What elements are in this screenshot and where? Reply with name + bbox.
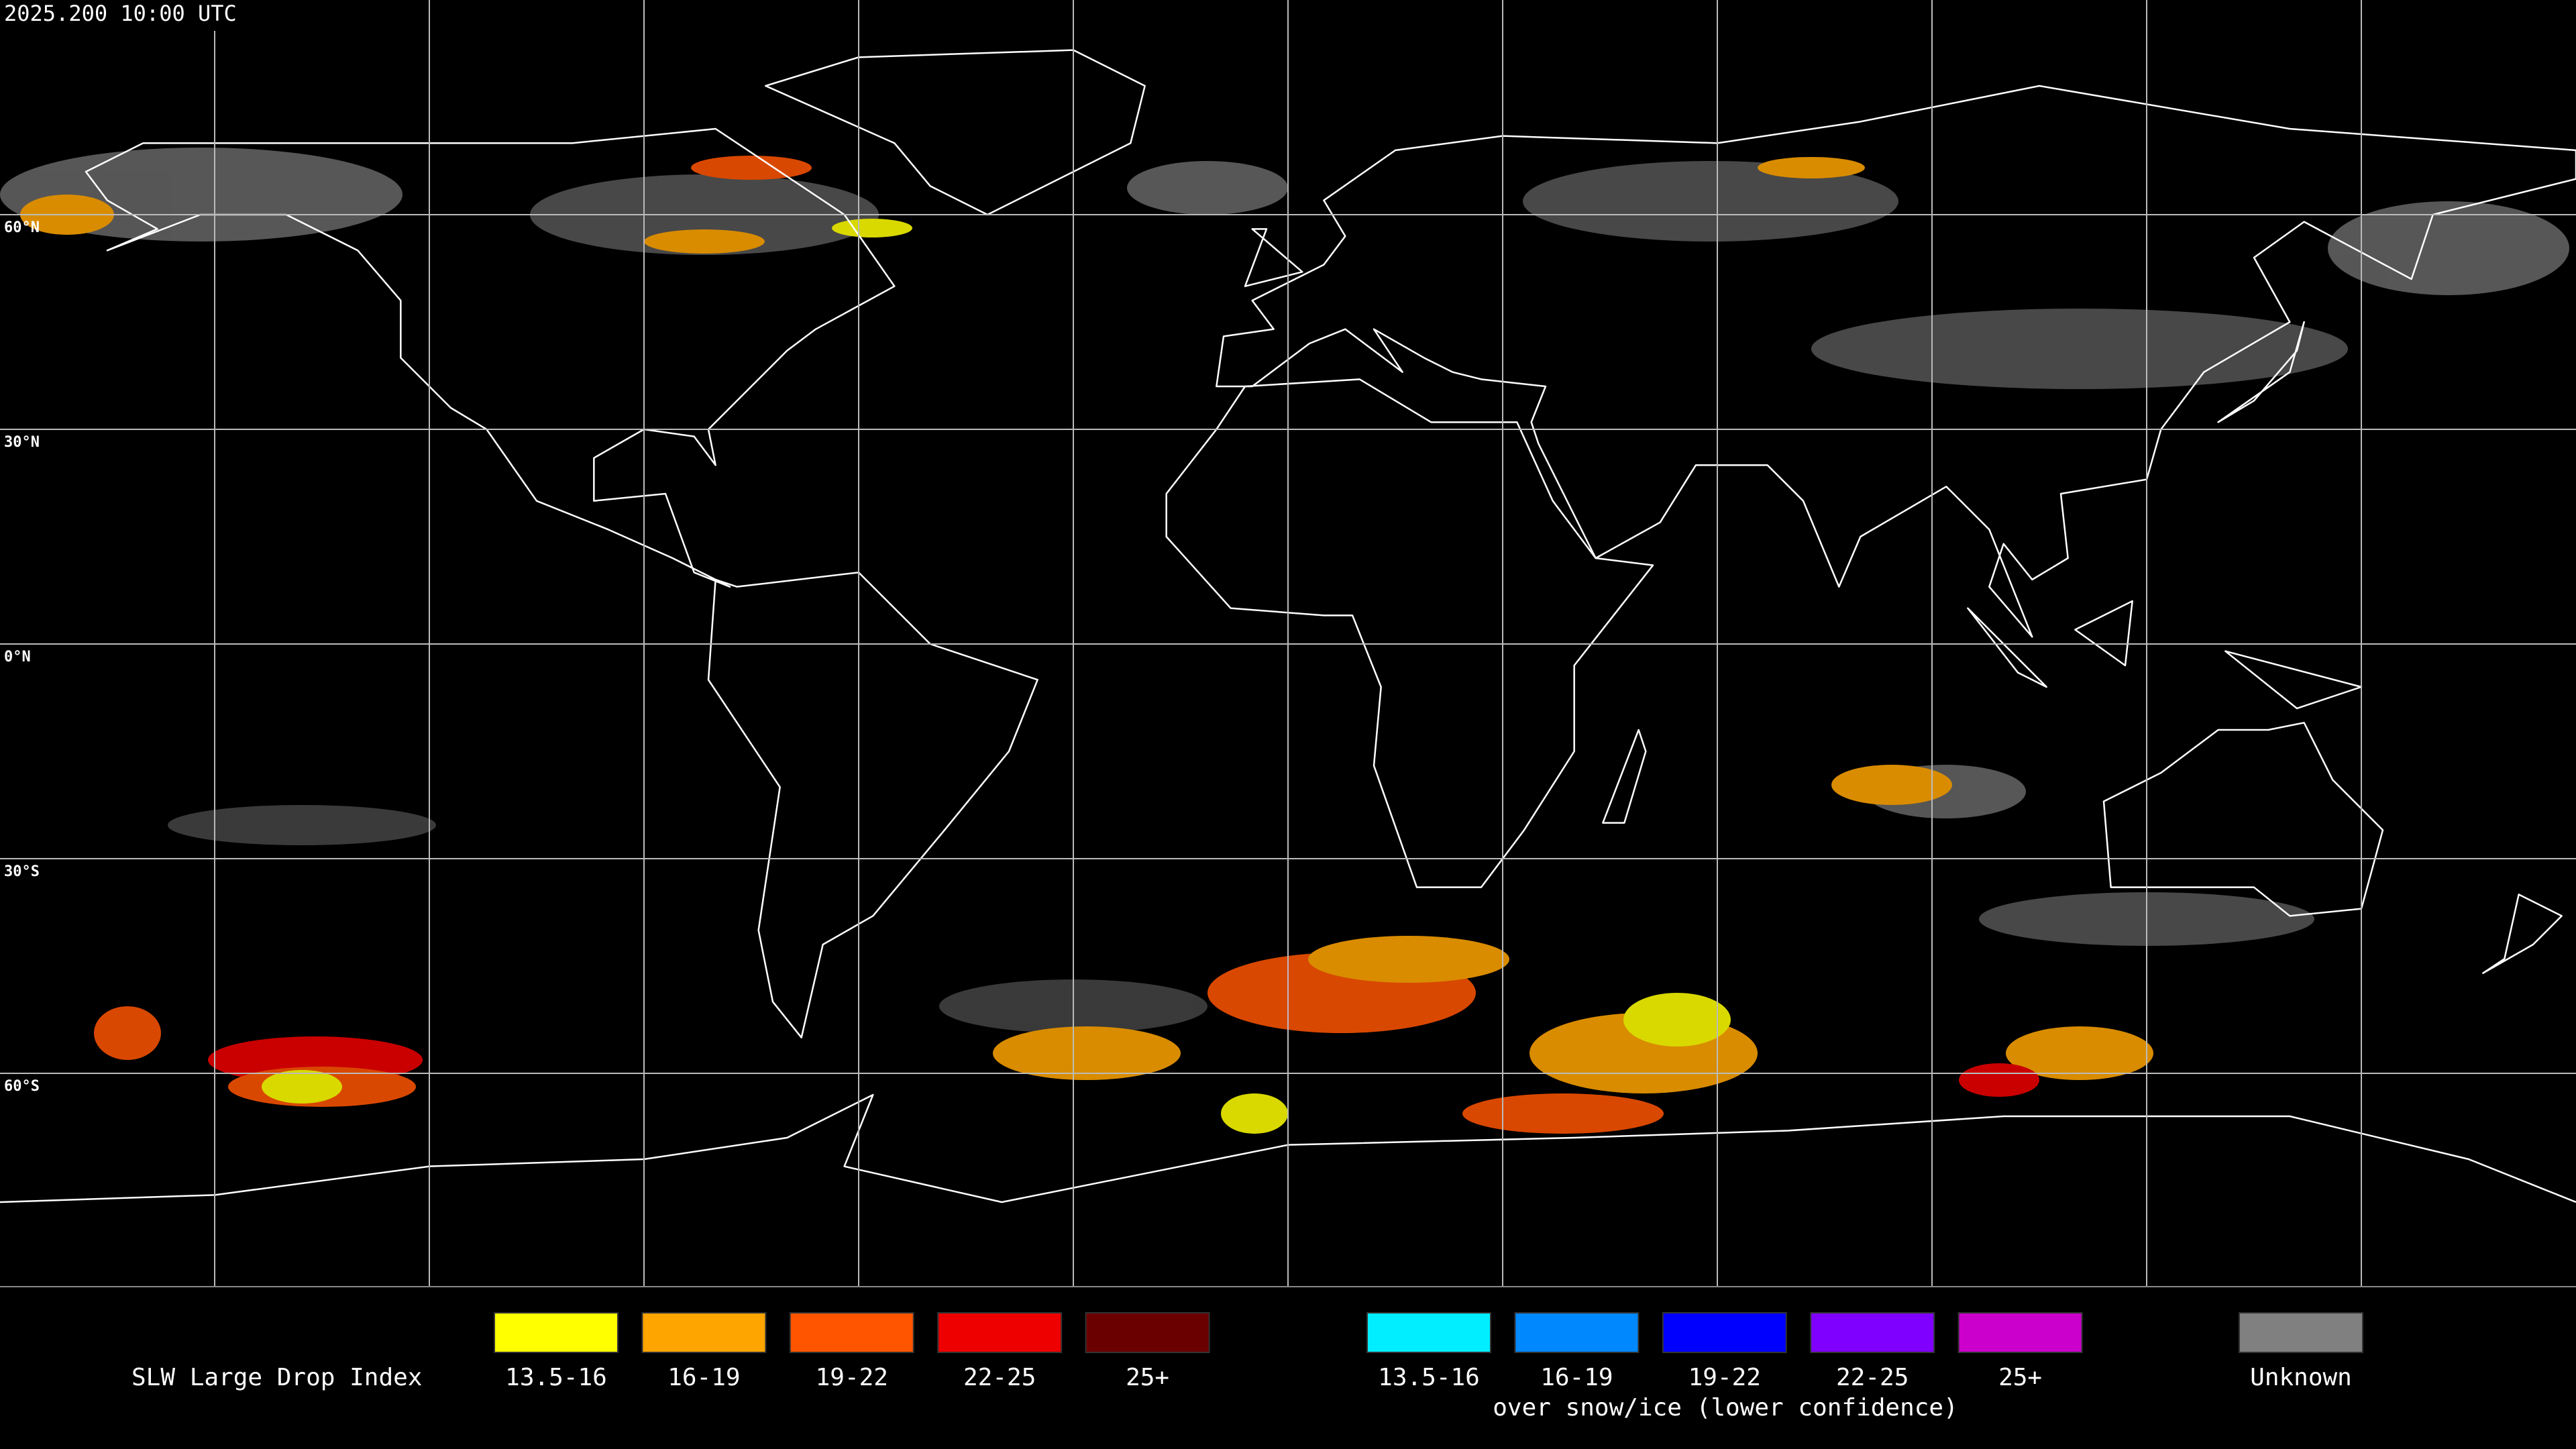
coastline (1603, 730, 1646, 823)
legend-label: 13.5-16 (1378, 1364, 1480, 1391)
legend: SLW Large Drop Index over snow/ice (lowe… (131, 1312, 2363, 1421)
legend-title: SLW Large Drop Index (131, 1364, 422, 1391)
legend-swatch (2239, 1312, 2363, 1353)
legend-label: 19-22 (1688, 1364, 1761, 1391)
legend-label: 16-19 (667, 1364, 740, 1391)
timestamp: 2025.200 10:00 UTC (4, 1, 237, 26)
legend-swatch (641, 1312, 767, 1353)
legend-note: over snow/ice (lower confidence) (1493, 1394, 1958, 1421)
legend-label: 25+ (1998, 1364, 2042, 1391)
coastline (2104, 722, 2383, 916)
legend-label: Unknown (2250, 1364, 2352, 1391)
legend-label: 25+ (1126, 1364, 1169, 1391)
latitude-label: 30°S (4, 863, 40, 880)
coastlines (0, 50, 2576, 1202)
legend-swatch (1085, 1312, 1210, 1353)
legend-label: 22-25 (963, 1364, 1036, 1391)
latitude-label: 60°S (4, 1078, 40, 1095)
latitude-label: 0°N (4, 649, 31, 665)
legend-label: 22-25 (1836, 1364, 1909, 1391)
map: 60°N 30°N 0°N 30°S 60°S (0, 0, 2576, 1287)
graticule: 60°N 30°N 0°N 30°S 60°S (0, 0, 2576, 1287)
legend-swatch (1514, 1312, 1640, 1353)
legend-label: 13.5-16 (505, 1364, 607, 1391)
timestamp-backdrop (0, 0, 322, 31)
legend-swatch (1366, 1312, 1491, 1353)
coastline (1968, 601, 2361, 708)
legend-swatch (789, 1312, 914, 1353)
coastline (0, 1095, 2576, 1202)
coastline (86, 129, 894, 587)
latitude-label: 60°N (4, 219, 40, 236)
coastline (1216, 86, 2576, 637)
legend-label: 16-19 (1540, 1364, 1613, 1391)
coastline (1245, 229, 1302, 286)
legend-swatch (1662, 1312, 1787, 1353)
coastline (2483, 894, 2561, 973)
coastline (2218, 322, 2304, 422)
coastline (765, 50, 1144, 215)
latitude-label: 30°N (4, 434, 40, 451)
legend-swatch (1957, 1312, 2083, 1353)
legend-swatch (937, 1312, 1063, 1353)
legend-swatch (494, 1312, 619, 1353)
coastline (708, 572, 1038, 1037)
legend-label: 19-22 (816, 1364, 888, 1391)
legend-swatch (1810, 1312, 1935, 1353)
coastline (1167, 379, 1653, 887)
